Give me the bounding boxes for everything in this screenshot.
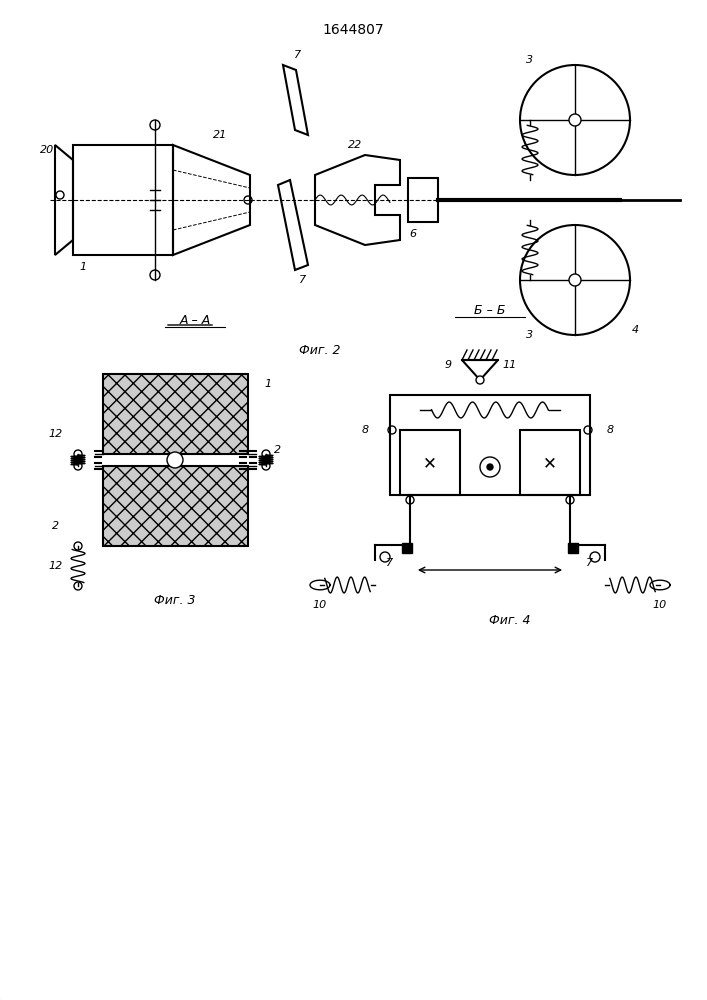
Text: 1644807: 1644807 (322, 23, 384, 37)
Bar (400, 430, 460, 495)
Text: 8: 8 (361, 425, 368, 435)
Text: 22: 22 (348, 140, 362, 150)
Bar (103, 374, 248, 454)
Bar (520, 430, 580, 495)
Text: 6: 6 (409, 229, 416, 239)
Bar (103, 466, 248, 546)
Text: ✕: ✕ (543, 454, 557, 472)
Bar (402, 543, 412, 553)
Text: 1: 1 (264, 379, 271, 389)
Text: Фиг. 4: Фиг. 4 (489, 613, 531, 626)
Circle shape (487, 464, 493, 470)
Text: 2: 2 (52, 521, 59, 531)
Text: Б – Б: Б – Б (474, 304, 506, 316)
Text: 7: 7 (294, 50, 302, 60)
Text: 7: 7 (300, 275, 307, 285)
Text: 3: 3 (527, 55, 534, 65)
Circle shape (476, 376, 484, 384)
Text: 3: 3 (527, 330, 534, 340)
Bar (73, 145, 173, 255)
Bar (408, 178, 438, 222)
Text: 20: 20 (40, 145, 54, 155)
Text: 11: 11 (503, 360, 517, 370)
Text: 12: 12 (49, 429, 63, 439)
Text: 10: 10 (653, 600, 667, 610)
Text: 1: 1 (79, 262, 86, 272)
Circle shape (167, 452, 183, 468)
Text: А – А: А – А (180, 314, 211, 326)
Text: 7: 7 (586, 558, 594, 568)
Text: Фиг. 3: Фиг. 3 (154, 594, 196, 607)
Text: 21: 21 (213, 130, 227, 140)
Circle shape (569, 114, 581, 126)
Text: 2: 2 (274, 445, 281, 455)
Text: 7: 7 (387, 558, 394, 568)
Text: 8: 8 (607, 425, 614, 435)
Circle shape (480, 457, 500, 477)
Circle shape (569, 274, 581, 286)
Text: 9: 9 (445, 360, 452, 370)
Text: 4: 4 (631, 325, 638, 335)
Text: 12: 12 (49, 561, 63, 571)
Text: Фиг. 2: Фиг. 2 (299, 344, 341, 357)
Text: 10: 10 (313, 600, 327, 610)
Bar (390, 395, 590, 495)
Text: ✕: ✕ (423, 454, 437, 472)
Bar (568, 543, 578, 553)
